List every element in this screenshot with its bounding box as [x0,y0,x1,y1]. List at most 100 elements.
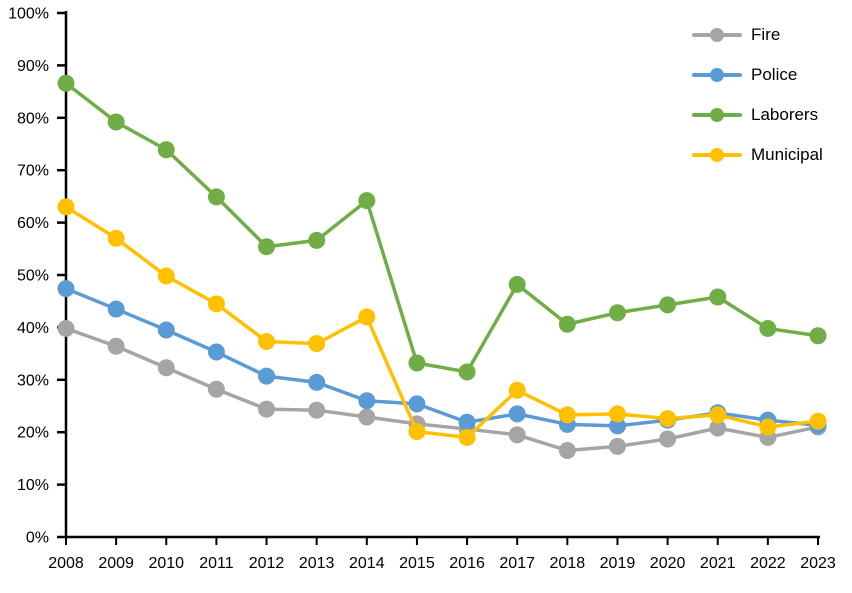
legend-marker-icon [710,108,724,122]
data-point-laborers-2013 [308,231,326,249]
legend-line [692,148,742,162]
x-tick-label: 2011 [199,555,234,572]
x-tick-label: 2012 [249,555,285,572]
data-point-police-2016 [458,413,476,431]
data-point-fire-2008 [57,319,75,337]
legend-label: Laborers [751,105,819,124]
data-point-municipal-2014 [358,308,376,326]
data-point-laborers-2022 [759,319,777,337]
legend: Fire Police Laborers Municipal [692,15,823,175]
y-tick-label: 60% [17,215,49,232]
data-point-fire-2017 [508,426,526,444]
data-point-municipal-2022 [759,418,777,436]
series-line-police [64,286,820,428]
legend-item-police: Police [692,55,823,95]
legend-item-laborers: Laborers [692,95,823,135]
data-point-municipal-2011 [207,295,225,313]
data-point-police-2013 [308,373,326,391]
y-tick-label: 90% [17,58,49,75]
data-point-police-2008 [57,280,75,298]
data-point-laborers-2009 [107,113,125,131]
legend-label: Police [751,65,798,84]
y-tick-label: 0% [26,530,49,547]
data-point-laborers-2016 [458,363,476,381]
series-line-municipal [64,205,820,440]
data-point-municipal-2021 [709,406,727,424]
data-point-municipal-2015 [408,423,426,441]
legend-label: Municipal [751,145,823,164]
x-tick-label: 2010 [148,555,184,572]
data-point-laborers-2011 [207,188,225,206]
x-tick-label: 2018 [550,555,586,572]
data-point-police-2010 [157,321,175,339]
data-point-laborers-2017 [508,275,526,293]
x-tick-label: 2013 [299,555,335,572]
legend-line [692,68,742,82]
data-point-laborers-2021 [709,288,727,306]
data-point-municipal-2017 [508,381,526,399]
y-tick-label: 20% [17,425,49,442]
legend-item-fire: Fire [692,15,823,55]
data-point-laborers-2015 [408,354,426,372]
y-tick-label: 30% [17,372,49,389]
x-tick-label: 2017 [499,555,535,572]
data-point-police-2017 [508,405,526,423]
y-tick-label: 40% [17,320,49,337]
data-point-fire-2010 [157,359,175,377]
x-tick-label: 2022 [750,555,786,572]
data-point-police-2019 [608,417,626,435]
x-tick-label: 2014 [349,555,385,572]
x-tick-label: 2019 [600,555,636,572]
data-point-police-2012 [258,367,276,385]
data-point-laborers-2012 [258,238,276,256]
series-line-fire [64,326,820,453]
data-point-municipal-2016 [458,428,476,446]
legend-label: Fire [751,25,781,44]
x-tick-label: 2008 [48,555,84,572]
data-point-fire-2021 [709,419,727,437]
data-point-municipal-2009 [107,229,125,247]
legend-marker-icon [710,28,724,42]
legend-line [692,28,742,42]
legend-marker-icon [710,148,724,162]
y-tick-label: 10% [17,477,49,494]
data-point-fire-2012 [258,400,276,418]
data-point-fire-2019 [608,437,626,455]
x-tick-label: 2016 [449,555,485,572]
data-point-police-2015 [408,395,426,413]
data-point-municipal-2020 [659,410,677,428]
data-point-fire-2011 [207,380,225,398]
data-point-laborers-2008 [57,74,75,92]
legend-marker-icon [710,68,724,82]
data-point-laborers-2018 [558,315,576,333]
x-tick-label: 2009 [98,555,134,572]
data-point-police-2009 [107,300,125,318]
data-point-municipal-2012 [258,333,276,351]
x-tick-label: 2020 [650,555,686,572]
legend-item-municipal: Municipal [692,135,823,175]
data-point-municipal-2019 [608,405,626,423]
data-point-fire-2018 [558,442,576,460]
y-tick-label: 100% [8,6,49,23]
data-point-fire-2009 [107,337,125,355]
series-line-laborers [64,81,820,374]
data-point-municipal-2018 [558,406,576,424]
data-point-fire-2013 [308,401,326,419]
data-point-laborers-2014 [358,192,376,210]
x-tick-label: 2021 [700,555,736,572]
y-tick-label: 70% [17,163,49,180]
data-point-fire-2020 [659,430,677,448]
legend-line [692,108,742,122]
data-point-police-2014 [358,392,376,410]
data-point-laborers-2023 [809,327,827,345]
y-tick-label: 80% [17,110,49,127]
data-point-laborers-2020 [659,296,677,314]
data-point-fire-2014 [358,408,376,426]
y-tick-label: 50% [17,268,49,285]
data-point-municipal-2010 [157,267,175,285]
data-point-municipal-2008 [57,198,75,216]
data-point-laborers-2010 [157,141,175,159]
data-point-laborers-2019 [608,304,626,322]
